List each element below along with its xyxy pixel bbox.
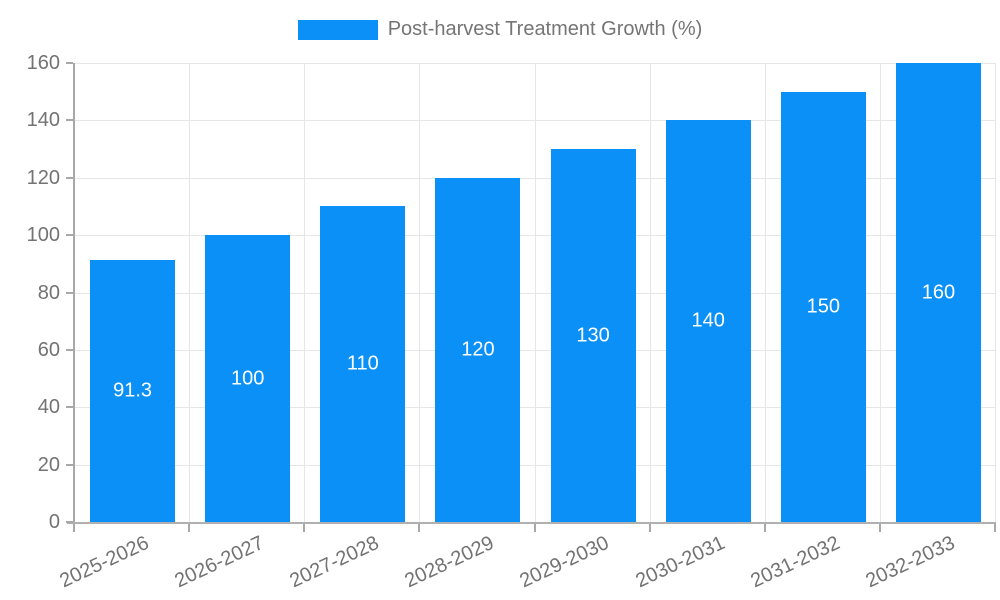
legend-label: Post-harvest Treatment Growth (%) bbox=[387, 18, 703, 40]
y-axis-tick bbox=[66, 463, 73, 466]
y-axis-line bbox=[73, 63, 75, 524]
y-axis-tick bbox=[66, 176, 73, 179]
bar: 91.3 bbox=[90, 260, 176, 522]
y-axis-label: 140 bbox=[26, 109, 60, 132]
x-axis-tick bbox=[188, 524, 191, 532]
x-axis-label: 2029-2030 bbox=[516, 531, 613, 593]
y-axis-tick bbox=[66, 62, 73, 64]
bar-value-label: 91.3 bbox=[113, 379, 153, 402]
h-gridline bbox=[75, 120, 996, 122]
y-axis-label: 100 bbox=[26, 224, 60, 247]
x-axis-tick bbox=[73, 524, 75, 532]
y-axis-label: 60 bbox=[37, 338, 60, 361]
v-gridline bbox=[419, 63, 421, 522]
v-gridline bbox=[534, 63, 536, 522]
y-axis-tick bbox=[66, 406, 73, 409]
bar: 110 bbox=[320, 206, 406, 522]
v-gridline bbox=[995, 63, 996, 522]
x-axis-label: 2032-2033 bbox=[862, 531, 959, 593]
bar-value-label: 130 bbox=[576, 324, 610, 347]
v-gridline bbox=[189, 63, 191, 522]
h-gridline bbox=[75, 235, 996, 237]
v-gridline bbox=[764, 63, 766, 522]
bar: 140 bbox=[665, 120, 751, 522]
y-axis-tick bbox=[66, 521, 73, 523]
bar: 130 bbox=[550, 149, 636, 522]
y-axis-tick bbox=[66, 234, 73, 237]
x-axis-tick bbox=[994, 524, 996, 532]
bar-value-label: 110 bbox=[346, 352, 379, 375]
x-axis-line bbox=[67, 522, 996, 524]
bar: 120 bbox=[435, 177, 521, 522]
v-gridline bbox=[649, 63, 651, 522]
legend-color-swatch bbox=[297, 19, 378, 40]
x-axis-tick bbox=[303, 524, 306, 532]
h-gridline bbox=[75, 63, 996, 64]
bar: 150 bbox=[780, 91, 866, 522]
x-axis-label: 2025-2026 bbox=[56, 531, 153, 593]
v-gridline bbox=[304, 63, 306, 522]
h-gridline bbox=[75, 464, 996, 466]
x-axis-label: 2031-2032 bbox=[747, 531, 844, 593]
x-axis-tick bbox=[418, 524, 421, 532]
x-axis-tick bbox=[878, 524, 881, 532]
h-gridline bbox=[75, 292, 996, 294]
h-gridline bbox=[75, 349, 996, 351]
y-axis-label: 40 bbox=[37, 396, 60, 419]
x-axis-label: 2030-2031 bbox=[631, 531, 728, 593]
y-axis-label: 20 bbox=[37, 453, 60, 476]
x-axis-tick bbox=[648, 524, 651, 532]
y-axis-label: 120 bbox=[26, 166, 60, 189]
chart-legend[interactable]: Post-harvest Treatment Growth (%) bbox=[0, 18, 1000, 41]
v-gridline bbox=[879, 63, 881, 522]
bar-value-label: 150 bbox=[806, 295, 840, 318]
plot-area: 91.3 100 110 120 130 140 150 160 bbox=[75, 63, 996, 522]
bar-value-label: 160 bbox=[921, 281, 956, 303]
x-axis-label: 2026-2027 bbox=[171, 531, 268, 593]
x-axis-tick bbox=[533, 524, 536, 532]
y-axis-tick bbox=[66, 291, 73, 294]
x-axis-tick bbox=[763, 524, 766, 532]
bar-value-label: 100 bbox=[231, 367, 265, 390]
y-axis-label: 0 bbox=[48, 511, 60, 533]
y-axis-label: 160 bbox=[26, 52, 60, 74]
bar-value-label: 120 bbox=[461, 338, 495, 361]
h-gridline bbox=[75, 177, 996, 179]
h-gridline bbox=[75, 407, 996, 409]
x-axis-label: 2028-2029 bbox=[401, 531, 498, 593]
bar: 160 bbox=[895, 63, 981, 522]
bar: 100 bbox=[205, 235, 291, 522]
y-axis-tick bbox=[66, 119, 73, 122]
y-axis-label: 80 bbox=[37, 281, 60, 304]
bar-value-label: 140 bbox=[691, 309, 725, 332]
y-axis-tick bbox=[66, 348, 73, 351]
x-axis-label: 2027-2028 bbox=[286, 531, 383, 593]
